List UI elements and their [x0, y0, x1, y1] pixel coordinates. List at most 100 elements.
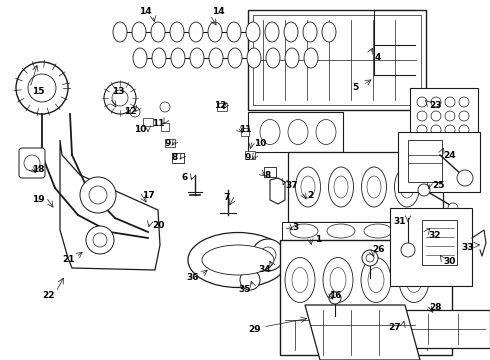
- Text: 19: 19: [32, 195, 44, 204]
- Text: 30: 30: [444, 257, 456, 266]
- Ellipse shape: [113, 22, 127, 42]
- Circle shape: [431, 97, 441, 107]
- Text: 24: 24: [443, 150, 456, 159]
- Ellipse shape: [290, 224, 318, 238]
- Text: 21: 21: [62, 256, 74, 265]
- Ellipse shape: [132, 22, 146, 42]
- Circle shape: [104, 82, 136, 114]
- Text: 20: 20: [152, 220, 164, 230]
- Ellipse shape: [227, 22, 241, 42]
- Bar: [320, 310, 490, 348]
- Text: 27: 27: [389, 324, 401, 333]
- Text: 23: 23: [429, 100, 441, 109]
- Ellipse shape: [368, 267, 384, 292]
- Ellipse shape: [190, 48, 204, 68]
- Text: 8: 8: [265, 171, 271, 180]
- Bar: [143, 118, 153, 126]
- Ellipse shape: [247, 48, 261, 68]
- Ellipse shape: [285, 257, 315, 302]
- Circle shape: [445, 125, 455, 135]
- Text: 22: 22: [42, 291, 54, 300]
- Bar: [410, 88, 478, 150]
- Ellipse shape: [334, 176, 348, 198]
- Bar: [390, 208, 472, 286]
- Circle shape: [16, 62, 68, 114]
- Text: 8: 8: [172, 153, 178, 162]
- Circle shape: [80, 177, 116, 213]
- Ellipse shape: [260, 120, 280, 144]
- Text: 36: 36: [187, 274, 199, 283]
- Text: 15: 15: [32, 87, 44, 96]
- Text: 26: 26: [372, 246, 384, 255]
- Text: 12: 12: [124, 108, 136, 117]
- Circle shape: [445, 97, 455, 107]
- Text: 35: 35: [239, 285, 251, 294]
- Bar: [245, 151, 255, 159]
- Circle shape: [448, 203, 458, 213]
- Text: 18: 18: [32, 166, 44, 175]
- Text: 3: 3: [292, 224, 298, 233]
- Circle shape: [252, 239, 284, 271]
- Circle shape: [459, 111, 469, 121]
- Circle shape: [93, 233, 107, 247]
- Ellipse shape: [362, 167, 387, 207]
- Circle shape: [431, 125, 441, 135]
- Ellipse shape: [170, 22, 184, 42]
- Ellipse shape: [303, 22, 317, 42]
- Circle shape: [329, 292, 341, 304]
- Bar: [161, 123, 169, 131]
- Circle shape: [362, 250, 378, 266]
- Ellipse shape: [330, 267, 346, 292]
- Text: 9: 9: [245, 153, 251, 162]
- Ellipse shape: [367, 176, 381, 198]
- Text: 12: 12: [214, 100, 226, 109]
- Ellipse shape: [401, 224, 429, 238]
- Ellipse shape: [208, 22, 222, 42]
- Circle shape: [89, 186, 107, 204]
- Text: 7: 7: [224, 194, 230, 202]
- Circle shape: [445, 111, 455, 121]
- Bar: [165, 139, 175, 147]
- Ellipse shape: [285, 48, 299, 68]
- Ellipse shape: [265, 22, 279, 42]
- Circle shape: [86, 226, 114, 254]
- Text: 10: 10: [134, 126, 146, 135]
- Circle shape: [160, 102, 170, 112]
- Ellipse shape: [209, 48, 223, 68]
- Text: 31: 31: [394, 217, 406, 226]
- Ellipse shape: [323, 257, 353, 302]
- Ellipse shape: [292, 267, 308, 292]
- Text: 32: 32: [429, 230, 441, 239]
- Ellipse shape: [284, 22, 298, 42]
- Bar: [248, 112, 343, 152]
- Bar: [217, 103, 227, 111]
- Bar: [241, 128, 249, 136]
- Bar: [398, 132, 480, 192]
- Circle shape: [130, 107, 140, 117]
- Text: 17: 17: [142, 190, 154, 199]
- Text: 25: 25: [432, 180, 444, 189]
- Ellipse shape: [266, 48, 280, 68]
- Ellipse shape: [228, 48, 242, 68]
- Ellipse shape: [301, 176, 315, 198]
- FancyBboxPatch shape: [19, 148, 45, 178]
- Text: 11: 11: [152, 118, 164, 127]
- Ellipse shape: [327, 224, 355, 238]
- Ellipse shape: [288, 120, 308, 144]
- Text: 37: 37: [286, 180, 298, 189]
- Text: 29: 29: [249, 325, 261, 334]
- Polygon shape: [305, 305, 420, 360]
- Text: 6: 6: [182, 174, 188, 183]
- Text: 1: 1: [315, 235, 321, 244]
- Circle shape: [260, 247, 276, 263]
- Text: 34: 34: [259, 266, 271, 274]
- Circle shape: [417, 111, 427, 121]
- Text: 14: 14: [212, 8, 224, 17]
- Bar: [288, 152, 443, 222]
- Circle shape: [457, 170, 473, 186]
- Text: 4: 4: [375, 53, 381, 62]
- Bar: [264, 167, 276, 177]
- Bar: [282, 222, 447, 240]
- Bar: [248, 10, 426, 110]
- Ellipse shape: [400, 176, 414, 198]
